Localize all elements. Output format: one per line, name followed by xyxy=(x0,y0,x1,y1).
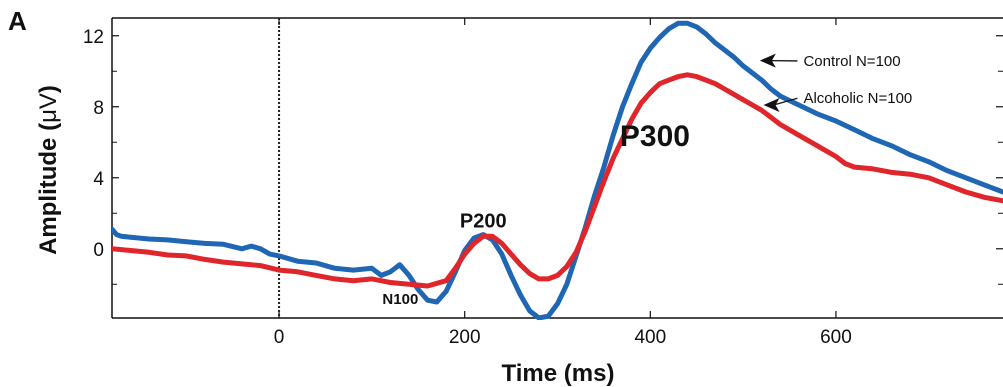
y-axis-ticks: 0 4 8 12 xyxy=(83,27,1003,285)
x-axis-title: Time (ms) xyxy=(502,360,615,387)
y-axis-title-main: Amplitude ( xyxy=(35,123,62,255)
y-axis-title-unit: μV xyxy=(35,93,62,123)
y-axis-title: Amplitude (μV) xyxy=(35,85,62,255)
y-axis-title-close: ) xyxy=(35,85,62,93)
legend-alcoholic-label: Alcoholic N=100 xyxy=(803,90,912,107)
p200-label: P200 xyxy=(460,210,507,232)
panel-label: A xyxy=(8,6,27,36)
n100-label: N100 xyxy=(382,291,418,308)
control-series-line xyxy=(112,20,1003,320)
x-tick-label: 0 xyxy=(274,327,285,348)
legend: Control N=100 Alcoholic N=100 xyxy=(759,53,912,112)
y-tick-label: 4 xyxy=(93,169,104,190)
p300-label: P300 xyxy=(620,120,690,153)
y-tick-label: 12 xyxy=(83,27,104,48)
legend-control-label: Control N=100 xyxy=(803,53,900,70)
y-tick-label: 0 xyxy=(93,240,104,261)
x-tick-label: 400 xyxy=(634,327,666,348)
series-lines xyxy=(112,20,1003,320)
x-tick-label: 600 xyxy=(820,327,852,348)
peak-annotations: N100 P200 P300 xyxy=(382,120,690,308)
x-tick-label: 200 xyxy=(449,327,481,348)
x-axis-ticks: 0 200 400 600 xyxy=(111,17,1003,348)
legend-arrow-line xyxy=(773,97,798,106)
legend-arrowhead xyxy=(759,53,776,68)
y-tick-label: 8 xyxy=(93,98,104,119)
alcoholic-series-line xyxy=(112,72,1003,289)
legend-arrowhead xyxy=(763,97,780,112)
